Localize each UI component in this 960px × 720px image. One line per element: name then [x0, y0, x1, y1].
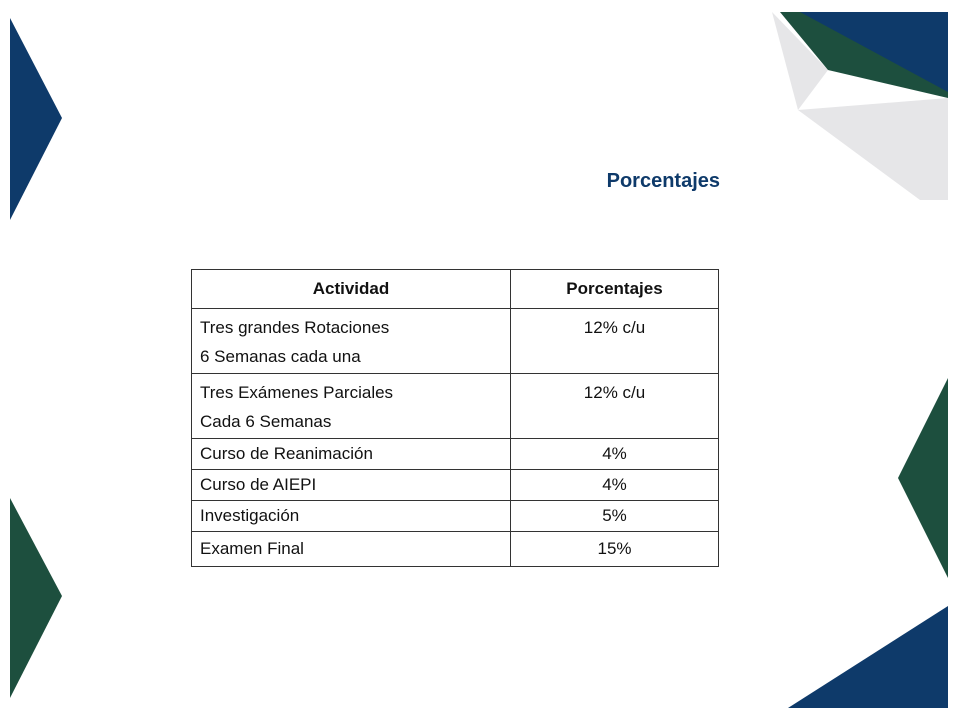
percent-cell: 12% c/u [510, 308, 719, 374]
percent-value: 12% c/u [583, 318, 646, 337]
table-row: Tres Exámenes Parciales Cada 6 Semanas 1… [191, 373, 719, 439]
table-row: Tres grandes Rotaciones 6 Semanas cada u… [191, 308, 719, 374]
top-right-gray-bottom [798, 98, 948, 200]
left-bottom-triangle [10, 498, 62, 698]
percent-cell: 12% c/u [510, 373, 719, 439]
table-row: Examen Final 15% [191, 531, 719, 567]
header-actividad: Actividad [191, 269, 511, 309]
activity-cell: Tres Exámenes Parciales Cada 6 Semanas [191, 373, 511, 439]
top-right-gray-left [772, 12, 828, 110]
percent-cell: 15% [510, 531, 719, 567]
bottom-right-navy [788, 606, 948, 708]
table-row: Investigación 5% [191, 500, 719, 532]
activity-cell: Examen Final [191, 531, 511, 567]
left-top-triangle [10, 18, 62, 220]
header-porcentajes: Porcentajes [510, 269, 719, 309]
right-green-triangle [898, 378, 948, 578]
percentages-table: Actividad Porcentajes Tres grandes Rotac… [191, 269, 719, 567]
activity-line: Tres grandes Rotaciones [200, 318, 390, 337]
activity-line: Tres Exámenes Parciales [200, 383, 394, 402]
percent-value: 12% c/u [583, 383, 646, 402]
percent-cell: 4% [510, 438, 719, 470]
table-row: Curso de AIEPI 4% [191, 469, 719, 501]
percent-cell: 5% [510, 500, 719, 532]
activity-cell: Investigación [191, 500, 511, 532]
activity-cell: Tres grandes Rotaciones 6 Semanas cada u… [191, 308, 511, 374]
percent-cell: 4% [510, 469, 719, 501]
activity-cell: Curso de AIEPI [191, 469, 511, 501]
table-header-row: Actividad Porcentajes [191, 269, 719, 309]
page-title: Porcentajes [606, 170, 720, 192]
activity-cell: Curso de Reanimación [191, 438, 511, 470]
activity-line: Cada 6 Semanas [200, 412, 332, 431]
top-right-navy [800, 12, 948, 92]
activity-line: 6 Semanas cada una [200, 347, 361, 366]
table-row: Curso de Reanimación 4% [191, 438, 719, 470]
